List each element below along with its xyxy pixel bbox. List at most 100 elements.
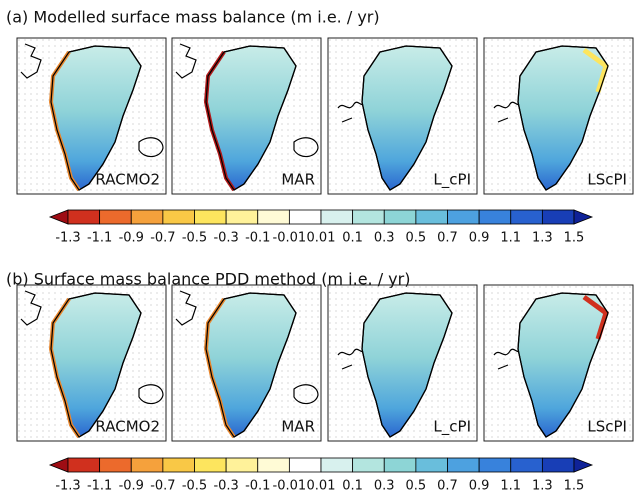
- colorbar-bin: [320, 457, 354, 473]
- ice-sheet-outline: [517, 292, 609, 438]
- colorbar-label: -0.5: [182, 231, 207, 246]
- colorbar-label: 0.9: [469, 479, 490, 494]
- colorbar-label: -0.3: [213, 231, 238, 246]
- colorbar-bin: [194, 209, 227, 225]
- colorbar-bin: [225, 457, 259, 473]
- ice-sheet-outline: [361, 45, 453, 191]
- colorbar-label: -1.3: [55, 231, 80, 246]
- colorbar-label: 1.3: [532, 231, 553, 246]
- colorbar-label: 0.3: [374, 479, 395, 494]
- colorbar: -1.3 -1.1 -0.9 -0.7 -0.5 -0.3 -0.1 -0.01 0.01 0.1…: [48, 457, 594, 494]
- ice-sheet-outline: [205, 292, 297, 438]
- ellesmere-coast: [20, 43, 42, 79]
- colorbar-bin: [162, 209, 195, 225]
- map-panel: MAR: [171, 284, 322, 442]
- colorbar-label: -0.7: [150, 231, 175, 246]
- colorbar-bin: [510, 209, 543, 225]
- colorbar-bin: [99, 209, 132, 225]
- colorbar-bin: [194, 457, 227, 473]
- map-label: RACMO2: [95, 171, 160, 189]
- map-panel: LScPI: [483, 37, 634, 195]
- colorbar-bin: [288, 457, 322, 473]
- colorbar-end: [48, 457, 69, 473]
- colorbar-bin: [99, 457, 132, 473]
- map-label: LScPI: [587, 171, 627, 189]
- map-label: L_cPI: [433, 418, 471, 437]
- colorbar-label: 0.7: [437, 479, 458, 494]
- colorbar-label: 0.9: [469, 231, 490, 246]
- map-label: MAR: [281, 418, 315, 436]
- ice-sheet-outline: [517, 45, 609, 191]
- colorbar-bin: [257, 457, 290, 473]
- colorbar-bin: [130, 457, 164, 473]
- colorbar-label: -1.1: [87, 231, 112, 246]
- map-panel: L_cPI: [327, 37, 478, 195]
- map-panel: RACMO2: [16, 284, 167, 442]
- colorbar-bin: [225, 209, 259, 225]
- colorbar-label: 0.1: [342, 479, 363, 494]
- colorbar-bin: [67, 457, 101, 473]
- panel-title: (b) Surface mass balance PDD method (m i…: [6, 270, 410, 289]
- map-panel: LScPI: [483, 284, 634, 442]
- colorbar: -1.3 -1.1 -0.9 -0.7 -0.5 -0.3 -0.1 -0.01 0.01 0.1…: [48, 209, 594, 246]
- colorbar-bin: [67, 209, 101, 225]
- colorbar-bin: [352, 457, 385, 473]
- colorbar-bin: [383, 209, 417, 225]
- colorbar-end: [48, 209, 69, 225]
- colorbar-bin: [288, 209, 322, 225]
- ellesmere-coast: [175, 43, 197, 79]
- colorbar-label: -0.01: [273, 479, 307, 494]
- ice-sheet-outline: [205, 45, 297, 191]
- iceland-coast: [138, 384, 164, 405]
- map-label: RACMO2: [95, 418, 160, 436]
- colorbar-bin: [415, 457, 448, 473]
- colorbar-bin: [541, 457, 575, 473]
- ice-sheet-outline: [50, 45, 142, 191]
- colorbar-label: 0.7: [437, 231, 458, 246]
- colorbar-bin: [447, 457, 480, 473]
- colorbar-label: -0.1: [245, 231, 270, 246]
- colorbar-bin: [478, 457, 512, 473]
- colorbar-bin: [510, 457, 543, 473]
- colorbar-label: 1.3: [532, 479, 553, 494]
- colorbar-label: 0.1: [342, 231, 363, 246]
- colorbar-label: 1.1: [500, 231, 521, 246]
- colorbar-label: -0.01: [273, 231, 307, 246]
- colorbar-label: 0.01: [307, 231, 336, 246]
- map-label: L_cPI: [433, 171, 471, 190]
- iceland-coast: [138, 137, 164, 158]
- colorbar-label: 0.01: [307, 479, 336, 494]
- colorbar-label: -0.9: [119, 231, 144, 246]
- colorbar-bin: [162, 457, 195, 473]
- panel-title: (a) Modelled surface mass balance (m i.e…: [6, 8, 380, 27]
- colorbar-label: -0.1: [245, 479, 270, 494]
- ablation-edge: [582, 47, 609, 93]
- colorbar-bin: [352, 209, 385, 225]
- ice-sheet-outline: [50, 292, 142, 438]
- colorbar-label: 0.5: [406, 479, 427, 494]
- colorbar-label: 1.1: [500, 479, 521, 494]
- colorbar-label: 1.5: [564, 479, 585, 494]
- colorbar-label: 1.5: [564, 231, 585, 246]
- ellesmere-coast: [175, 290, 197, 326]
- colorbar-bin: [541, 209, 575, 225]
- map-panel: L_cPI: [327, 284, 478, 442]
- colorbar-label: 0.3: [374, 231, 395, 246]
- ice-sheet-outline: [361, 292, 453, 438]
- colorbar-label: -0.9: [119, 479, 144, 494]
- colorbar-label: -0.3: [213, 479, 238, 494]
- colorbar-bin: [383, 457, 417, 473]
- map-label: LScPI: [587, 418, 627, 436]
- colorbar-label: -1.1: [87, 479, 112, 494]
- colorbar-bin: [478, 209, 512, 225]
- map-label: MAR: [281, 171, 315, 189]
- map-panel: MAR: [171, 37, 322, 195]
- colorbar-label: -0.5: [182, 479, 207, 494]
- colorbar-label: -0.7: [150, 479, 175, 494]
- iceland-coast: [293, 384, 319, 405]
- colorbar-bin: [415, 209, 448, 225]
- colorbar-label: 0.5: [406, 231, 427, 246]
- colorbar-bin: [320, 209, 354, 225]
- colorbar-bin: [130, 209, 164, 225]
